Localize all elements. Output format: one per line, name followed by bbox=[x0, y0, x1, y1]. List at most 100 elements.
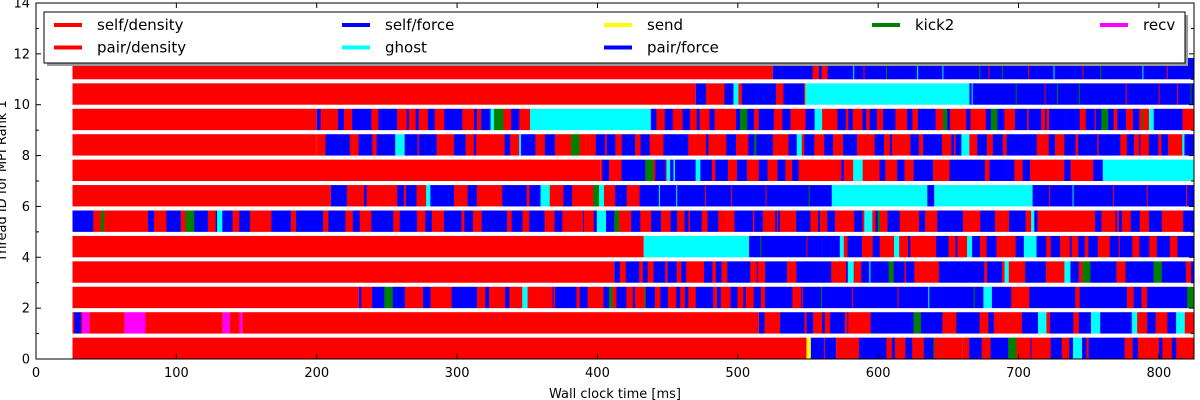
task-segment bbox=[1177, 83, 1179, 105]
task-segment bbox=[736, 108, 741, 131]
task-segment bbox=[869, 108, 878, 131]
task-segment bbox=[825, 159, 832, 181]
task-segment bbox=[1082, 210, 1088, 232]
task-segment bbox=[222, 210, 228, 232]
task-segment bbox=[631, 210, 641, 232]
task-segment bbox=[517, 185, 524, 207]
task-segment bbox=[1078, 235, 1086, 258]
task-segment bbox=[1126, 134, 1135, 156]
task-segment bbox=[738, 286, 744, 309]
task-segment bbox=[901, 159, 905, 181]
task-segment bbox=[706, 134, 709, 156]
task-segment bbox=[756, 134, 760, 156]
task-segment bbox=[1066, 312, 1071, 334]
task-segment bbox=[1190, 261, 1193, 283]
task-segment bbox=[462, 108, 467, 131]
task-segment bbox=[823, 337, 825, 359]
task-segment bbox=[1085, 159, 1094, 181]
thread-row-5 bbox=[72, 210, 1195, 232]
task-segment bbox=[481, 108, 490, 131]
task-segment bbox=[616, 286, 625, 309]
task-segment bbox=[1178, 108, 1183, 131]
task-segment bbox=[430, 185, 440, 207]
task-segment bbox=[846, 337, 856, 359]
legend-label: recv bbox=[1143, 16, 1175, 34]
task-segment bbox=[1015, 159, 1018, 181]
task-segment bbox=[1078, 261, 1083, 283]
task-segment bbox=[1049, 185, 1051, 207]
task-segment bbox=[792, 57, 799, 80]
task-segment bbox=[1176, 337, 1187, 359]
task-segment bbox=[484, 185, 493, 207]
task-segment bbox=[775, 210, 778, 232]
task-segment bbox=[372, 134, 377, 156]
task-segment bbox=[767, 159, 778, 181]
task-segment bbox=[921, 134, 924, 156]
task-segment bbox=[1127, 312, 1133, 334]
task-segment bbox=[935, 108, 944, 131]
task-segment bbox=[665, 159, 667, 181]
task-segment bbox=[845, 159, 854, 181]
task-segment bbox=[1046, 312, 1051, 334]
task-segment bbox=[1029, 312, 1039, 334]
task-segment bbox=[696, 108, 700, 131]
task-segment bbox=[1078, 134, 1088, 156]
task-segment bbox=[1166, 210, 1172, 232]
task-segment bbox=[798, 108, 806, 131]
task-segment bbox=[895, 108, 903, 131]
task-segment bbox=[639, 185, 832, 207]
task-segment bbox=[1148, 235, 1150, 258]
task-segment bbox=[639, 261, 644, 283]
task-segment bbox=[1001, 57, 1003, 80]
task-segment bbox=[404, 108, 407, 131]
task-segment bbox=[688, 134, 692, 156]
task-segment bbox=[967, 261, 975, 283]
task-segment bbox=[318, 210, 324, 232]
task-segment bbox=[870, 235, 873, 258]
task-segment bbox=[554, 210, 563, 232]
task-segment bbox=[619, 210, 621, 232]
task-segment bbox=[371, 108, 379, 131]
task-segment bbox=[513, 185, 519, 207]
task-segment bbox=[1005, 235, 1016, 258]
task-segment bbox=[851, 108, 854, 131]
task-segment bbox=[1118, 235, 1121, 258]
task-segment bbox=[457, 286, 467, 309]
task-segment bbox=[543, 286, 553, 309]
task-segment bbox=[512, 210, 516, 232]
task-segment bbox=[976, 159, 986, 181]
task-segment bbox=[461, 210, 464, 232]
task-segment bbox=[1054, 312, 1060, 334]
task-segment bbox=[535, 286, 544, 309]
x-tick-label: 500 bbox=[725, 366, 750, 381]
task-segment bbox=[511, 108, 520, 131]
task-segment bbox=[667, 261, 671, 283]
task-segment bbox=[989, 159, 999, 181]
task-segment bbox=[1034, 210, 1038, 232]
task-segment bbox=[695, 159, 701, 181]
task-segment bbox=[503, 108, 510, 131]
task-segment bbox=[797, 57, 807, 80]
task-segment bbox=[806, 235, 808, 258]
task-segment bbox=[328, 210, 337, 232]
task-segment bbox=[1011, 134, 1021, 156]
task-segment bbox=[1087, 134, 1096, 156]
x-tick-label: 200 bbox=[304, 366, 329, 381]
task-segment bbox=[860, 235, 863, 258]
task-segment bbox=[833, 134, 844, 156]
task-segment bbox=[1187, 108, 1195, 131]
task-segment bbox=[923, 337, 931, 359]
task-segment bbox=[561, 134, 572, 156]
task-segment bbox=[1009, 210, 1018, 232]
task-segment bbox=[1030, 337, 1032, 359]
task-segment bbox=[404, 134, 408, 156]
task-segment bbox=[466, 286, 469, 309]
task-segment bbox=[912, 337, 916, 359]
task-segment bbox=[1098, 134, 1109, 156]
task-segment bbox=[1066, 235, 1071, 258]
task-segment bbox=[859, 337, 863, 359]
task-segment bbox=[1040, 261, 1047, 283]
task-segment bbox=[1069, 235, 1072, 258]
task-segment bbox=[553, 134, 556, 156]
task-segment bbox=[376, 286, 385, 309]
